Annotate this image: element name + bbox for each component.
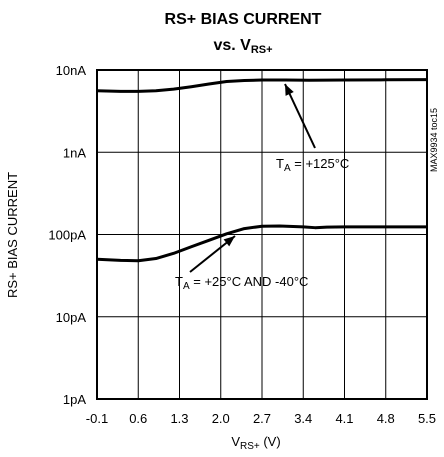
arrow-125c-head [285,84,294,96]
plot-frame [96,69,428,400]
x-axis-title-suffix: (V) [260,434,281,449]
series-line [96,78,428,93]
grid-lines [97,70,427,399]
y-tick-label: 10nA [56,63,87,78]
figure-id-watermark: MAX9934 toc15 [429,108,439,172]
arrow-125c-shaft [284,83,316,149]
chart-subtitle-prefix: vs. V [213,37,251,54]
x-tick-label: 2.0 [212,411,230,426]
chart-subtitle-sub: RS+ [251,44,273,56]
y-axis-title: RS+ BIAS CURRENT [5,172,20,298]
y-tick-label: 10pA [56,310,87,325]
annotation-125c-sub: A [284,163,291,174]
annotation-arrows [189,83,316,273]
x-tick-label: 5.5 [418,411,436,426]
annotation-125c-main: T [276,156,284,171]
x-tick-labels: -0.1 0.6 1.3 2.0 2.7 3.4 4.1 4.8 5.5 [86,411,436,426]
x-axis-title: VRS+ (V) [231,434,280,452]
series-line [96,224,427,263]
y-tick-labels: 1pA 10pA 100pA 1nA 10nA [48,63,86,407]
y-tick-label: 1pA [63,392,86,407]
y-tick-label: 100pA [48,228,86,243]
y-tick-label: 1nA [63,145,86,160]
annotation-25c-main: T [175,274,183,289]
annotation-125c: TA = +125°C [276,156,349,174]
annotation-125c-rest: = +125°C [291,156,350,171]
x-axis-title-sub: RS+ [240,441,260,452]
annotation-25c: TA = +25°C AND -40°C [175,274,308,292]
x-tick-label: 4.1 [335,411,353,426]
chart-title: RS+ BIAS CURRENT [165,11,322,28]
x-tick-label: 0.6 [129,411,147,426]
annotation-25c-rest: = +25°C AND -40°C [190,274,309,289]
annotation-25c-sub: A [183,281,190,292]
x-tick-label: 3.4 [294,411,312,426]
x-tick-label: -0.1 [86,411,108,426]
series-layer [96,78,428,263]
arrow-25c-head [223,236,235,247]
x-tick-label: 4.8 [377,411,395,426]
x-tick-label: 1.3 [170,411,188,426]
x-tick-label: 2.7 [253,411,271,426]
chart-subtitle: vs. VRS+ [213,37,272,56]
x-axis-title-main: V [231,434,240,449]
